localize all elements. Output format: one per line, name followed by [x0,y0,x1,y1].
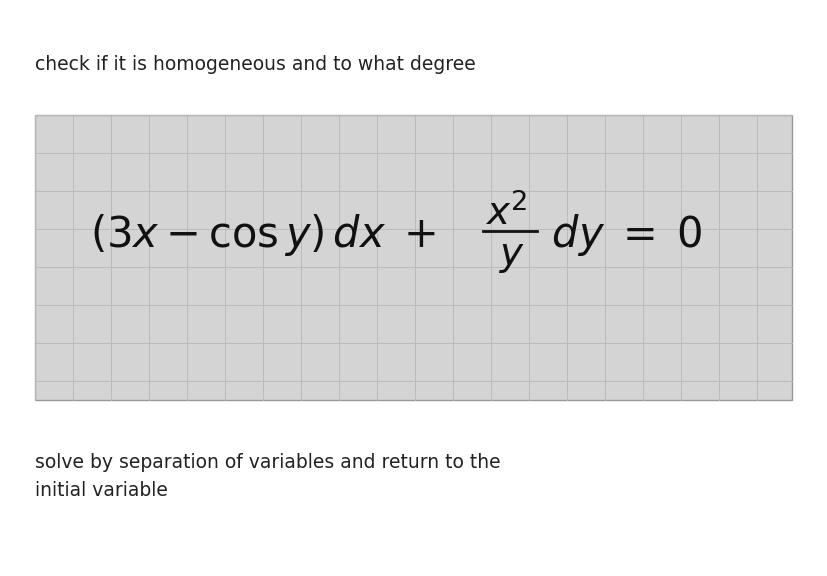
Text: initial variable: initial variable [35,481,168,500]
Text: $(3x - \cos y)\,dx\;+$: $(3x - \cos y)\,dx\;+$ [90,212,436,257]
Text: solve by separation of variables and return to the: solve by separation of variables and ret… [35,453,500,472]
Text: check if it is homogeneous and to what degree: check if it is homogeneous and to what d… [35,55,476,74]
Bar [35,115,792,400]
Text: $y$: $y$ [499,238,525,275]
Text: $\,dy\;=\;0$: $\,dy\;=\;0$ [545,212,702,257]
Text: $x^2$: $x^2$ [485,193,528,233]
